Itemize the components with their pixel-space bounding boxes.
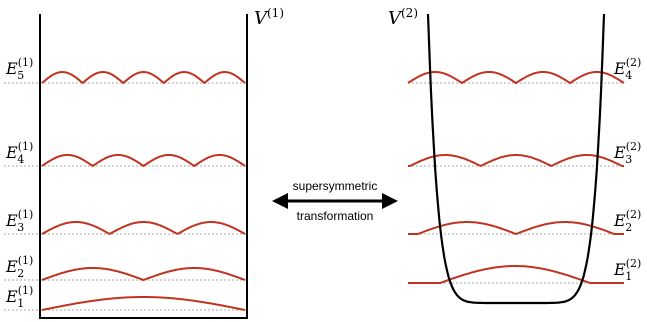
right-potential-curve [426, 13, 606, 305]
right-energy-label-2: E(2) 2 [613, 208, 641, 234]
left-energy-label-4-symbol: E [5, 143, 18, 162]
left-energy-label-5-symbol: E [5, 59, 18, 78]
left-energy-labels: E(1) 1 E(1) 2 E(1) 3 E(1) 4 E(1) 5 [5, 56, 33, 310]
left-energy-label-3: E(1) 3 [5, 208, 33, 234]
left-energy-label-3-symbol: E [5, 211, 18, 230]
left-potential-well [39, 14, 248, 319]
left-energy-label-4: E(1) 4 [5, 140, 33, 166]
left-wavefunction-2 [41, 267, 246, 282]
left-wavefunction-5 [41, 70, 246, 85]
right-energy-label-4-symbol: E [613, 59, 626, 78]
right-wavefunction-1 [408, 265, 624, 284]
left-energy-label-1: E(1) 1 [5, 284, 33, 310]
arrow-head-left [272, 193, 288, 209]
wavefunctions [41, 70, 625, 311]
left-energy-label-2-symbol: E [5, 257, 18, 276]
right-energy-labels: E(2) 1 E(2) 2 E(2) 3 E(2) 4 [613, 56, 641, 283]
left-energy-label-5: E(1) 5 [5, 56, 33, 82]
left-energy-label-2: E(1) 2 [5, 254, 33, 280]
right-potential-label: V(2) [388, 6, 418, 29]
supersymmetric-arrow: supersymmetric transformation [272, 179, 398, 223]
left-wavefunction-3 [41, 221, 246, 235]
right-energy-label-3-symbol: E [613, 143, 626, 162]
left-wavefunction-4 [41, 154, 246, 168]
right-energy-label-3: E(2) 3 [613, 140, 641, 166]
arrow-head-right [382, 193, 398, 209]
right-energy-label-1-symbol: E [613, 260, 626, 279]
right-energy-label-1: E(2) 1 [613, 257, 641, 283]
left-potential-label: V(1) [254, 6, 284, 29]
left-wavefunction-1 [41, 296, 246, 311]
right-energy-label-4: E(2) 4 [613, 56, 641, 82]
arrow-top-text: supersymmetric [293, 179, 378, 193]
energy-level-lines [4, 82, 624, 311]
right-energy-label-2-symbol: E [613, 211, 626, 230]
right-wavefunction-3 [408, 154, 624, 167]
right-wavefunction-2 [408, 221, 624, 236]
left-energy-label-1-symbol: E [5, 287, 18, 306]
arrow-bottom-text: transformation [297, 209, 374, 223]
right-wavefunction-4 [407, 71, 625, 85]
